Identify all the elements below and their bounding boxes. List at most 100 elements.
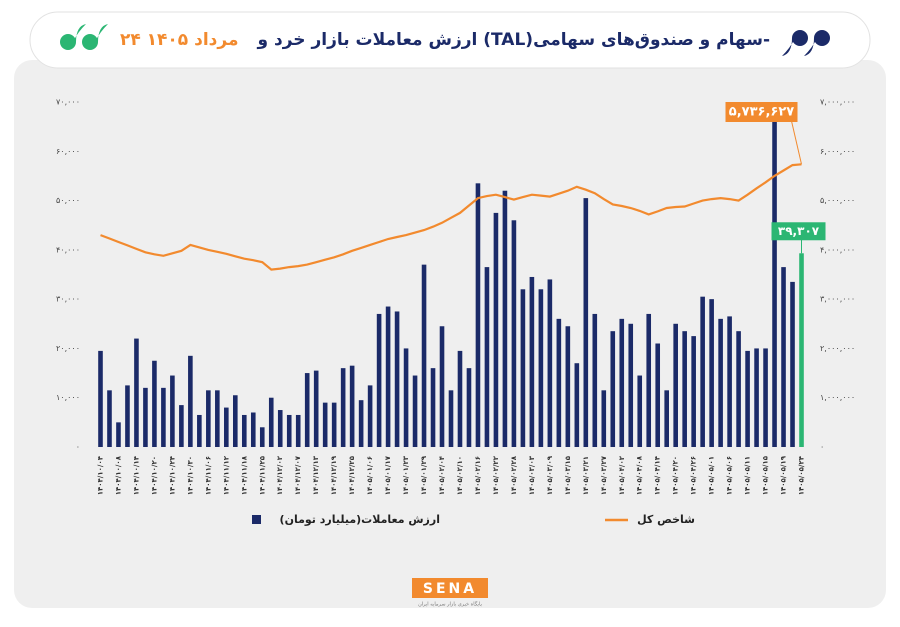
x-tick-label: ۱۴۰۵/۰۳/۰۹ [546,455,554,495]
x-tick-label: ۱۴۰۵/۰۱/۲۳ [402,455,410,495]
y-tick-label: ۰ [76,443,80,452]
bar [277,410,283,447]
legend-label: شاخص کل [637,513,695,526]
y-tick-label: ۱۰,۰۰۰ [56,393,80,402]
bar [170,375,175,447]
bar [547,279,553,447]
x-tick-label: ۱۴۰۴/۱۰/۰۸ [114,455,122,495]
x-tick-label: ۱۴۰۵/۰۵/۱۵ [762,455,770,495]
bar [574,363,580,447]
x-tick-label: ۱۴۰۴/۱۱/۰۶ [204,456,212,495]
bar [197,414,202,447]
bar [107,390,112,447]
y-tick-label: ۲۰,۰۰۰ [56,344,80,353]
bar [98,350,103,447]
y2-tick-label: ۵,۰۰۰,۰۰۰ [820,196,855,205]
bar [403,348,409,447]
bar [709,299,714,447]
bar [116,422,121,447]
bar [152,360,157,447]
plot-panel [14,60,886,608]
bar [754,348,759,447]
x-tick-label: ۱۴۰۵/۰۱/۰۶ [366,456,374,495]
bar [511,220,517,447]
bar [143,387,148,447]
y2-tick-label: ۶,۰۰۰,۰۰۰ [820,147,855,156]
bar [610,331,616,447]
x-tick-label: ۱۴۰۵/۰۵/۲۴ [798,455,806,495]
bar [367,385,373,447]
x-tick-label: ۱۴۰۵/۰۲/۲۲ [492,455,500,495]
logo-box [412,578,488,598]
y2-tick-label: ۲,۰۰۰,۰۰۰ [820,344,855,353]
x-tick-label: ۱۴۰۴/۱۲/۱۳ [312,455,320,495]
value-label-box [771,222,826,241]
bar [206,390,211,447]
bar [233,395,238,447]
x-tick-label: ۱۴۰۴/۱۲/۲۵ [348,455,356,495]
x-tick-label: ۱۴۰۴/۱۱/۱۸ [240,455,248,495]
value-label: ۵,۷۳۶,۶۲۷ [729,105,794,120]
bar [304,373,310,447]
bar [556,318,562,447]
y2-tick-label: ۰ [820,443,824,452]
bar [655,343,661,447]
bar [583,198,589,447]
x-tick-label: ۱۴۰۴/۱۰/۲۴ [168,455,176,495]
bar [565,326,571,447]
x-tick-label: ۱۴۰۵/۰۴/۲۶ [690,456,698,495]
x-tick-label: ۱۴۰۴/۱۲/۰۲ [276,455,284,495]
bar [250,412,256,447]
legend-label: ارزش معاملات(میلیارد تومان) [280,513,440,526]
x-tick-label: ۱۴۰۵/۰۱/۲۹ [420,455,428,495]
logo: SENA [423,581,477,597]
x-tick-label: ۱۴۰۴/۱۰/۱۴ [132,455,140,495]
bar [161,387,166,447]
label-connector [791,120,802,165]
y2-tick-label: ۴,۰۰۰,۰۰۰ [820,245,855,254]
x-tick-label: ۱۴۰۵/۰۳/۱۵ [564,455,572,495]
x-tick-label: ۱۴۰۵/۰۳/۲۷ [600,455,608,495]
logo-caption: پایگاه خبری بازار سرمایه ایران [418,601,482,608]
bar [493,212,499,447]
bar [215,390,220,447]
bar [646,313,652,447]
x-tick-label: ۱۴۰۵/۰۴/۰۲ [618,455,626,495]
bar [700,296,705,447]
y2-tick-label: ۷,۰۰۰,۰۰۰ [820,98,855,107]
bar [349,365,355,447]
legend-swatch-bar [252,515,261,524]
x-tick-label: ۱۴۰۴/۱۲/۰۷ [294,455,302,495]
x-tick-label: ۱۴۰۵/۰۱/۱۷ [384,455,392,495]
y-tick-label: ۷۰,۰۰۰ [56,98,80,107]
bar [179,405,184,447]
bar [592,313,598,447]
bar [637,375,643,447]
x-tick-label: ۱۴۰۴/۱۰/۰۴ [96,455,104,495]
x-tick-label: ۱۴۰۵/۰۳/۲۱ [582,456,590,495]
bar [619,318,625,447]
x-tick-label: ۱۴۰۵/۰۴/۲۰ [672,456,680,495]
bar [628,323,634,447]
bar [673,323,678,447]
bar [322,402,328,447]
x-tick-label: ۱۴۰۴/۱۱/۱۲ [222,455,230,495]
quote-right [782,30,830,56]
y-tick-label: ۵۰,۰۰۰ [56,196,80,205]
index-line [100,163,802,271]
chart-title: ارزش معاملات بازار خرد و (TAL)سهام و صند… [257,30,771,50]
bar [313,370,319,447]
bar [448,390,454,447]
bar [241,414,247,447]
quote-left [60,24,108,50]
x-tick-label: ۱۴۰۵/۰۲/۱۰ [456,456,464,495]
bar [259,427,265,447]
bar [727,316,732,447]
bar [745,350,750,447]
x-tick-label: ۱۴۰۴/۱۰/۲۰ [150,456,158,495]
bar [484,267,490,447]
x-tick-label: ۱۴۰۵/۰۲/۰۴ [438,455,446,495]
x-tick-label: ۱۴۰۵/۰۲/۱۶ [474,456,482,495]
bar [340,368,346,447]
